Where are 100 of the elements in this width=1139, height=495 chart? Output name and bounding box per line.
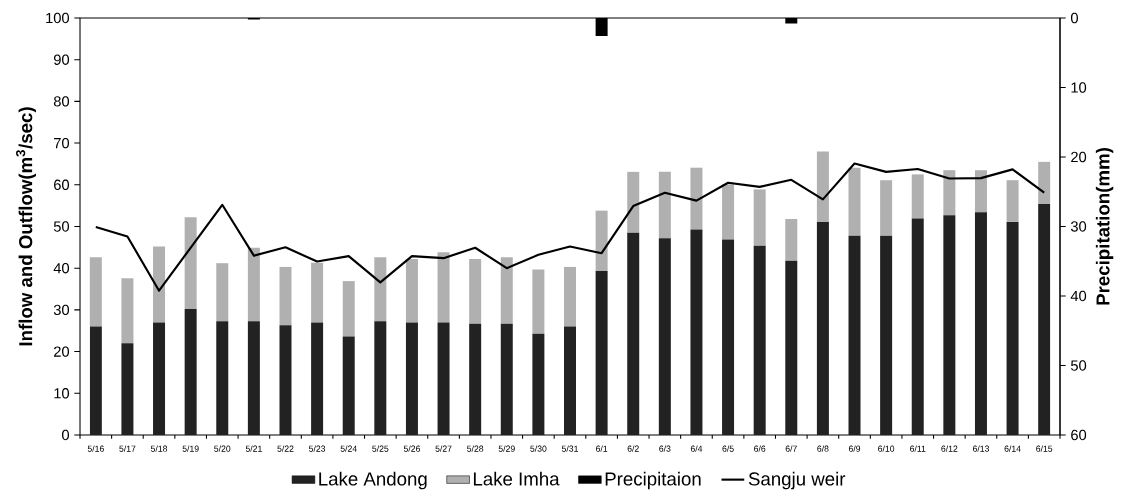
bar [753,245,766,435]
bar [121,278,134,344]
bar [153,322,166,435]
y-tick-label: 40 [53,263,70,274]
bar [880,235,893,435]
legend-label: Lake Imha [473,471,560,486]
x-tick-label: 6/4 [690,445,703,452]
bar [342,281,355,337]
y2-tick-label: 20 [1071,151,1087,163]
bar [880,180,893,236]
bar [469,259,482,324]
x-tick-label: 5/28 [467,445,484,452]
bar [848,235,861,435]
x-tick-label: 6/13 [972,445,990,452]
y-tick-label: 60 [54,179,70,190]
bar [184,309,197,435]
x-tick-label: 6/14 [1004,445,1021,452]
bar [1006,180,1019,222]
x-tick-label: 5/16 [87,445,104,452]
legend-label: Lake Andong [319,471,427,490]
x-tick-label: 6/1 [596,445,608,452]
x-tick-label: 6/2 [627,445,639,452]
bar [564,266,576,327]
y-tick-label: 30 [53,304,70,316]
bar [374,257,387,322]
bar [943,215,956,435]
bar [342,336,355,435]
x-tick-label: 6/15 [1036,445,1053,452]
x-tick-label: 5/29 [498,445,515,452]
x-tick-label: 5/17 [119,445,136,452]
y2-tick-label: 30 [1070,221,1087,232]
bar [848,167,861,236]
bar [627,171,640,233]
x-tick-label: 5/25 [372,445,389,452]
bar [816,221,829,435]
bar [311,262,324,323]
bar [1006,221,1019,435]
bar [500,323,513,435]
bar [437,252,450,323]
x-tick-label: 5/27 [435,445,452,452]
bar [1038,161,1051,204]
bar [279,266,292,326]
bar [89,257,102,327]
x-tick-label: 6/6 [754,445,766,452]
bar [469,323,482,435]
bar [532,269,545,334]
y-tick-label: 80 [53,96,70,107]
x-tick-label: 6/7 [785,445,797,452]
y2-tick-label: 10 [1071,82,1087,93]
x-tick-label: 6/9 [848,445,861,452]
bar [564,326,576,435]
bar [437,322,450,435]
bar [216,321,229,435]
bar [785,260,798,435]
y2-axis-title: Precipitation(mm) [1095,148,1114,305]
bar [1038,203,1051,435]
x-tick-label: 5/18 [150,445,168,452]
bar [690,167,703,230]
x-tick-label: 5/20 [214,445,231,452]
bar [374,321,387,435]
bar [595,271,608,435]
bar [690,229,703,435]
y2-tick-label: 50 [1070,360,1087,371]
x-tick-label: 5/31 [561,445,579,452]
bar [753,189,766,246]
bar [658,171,671,239]
bar [911,174,924,219]
bar [184,217,197,310]
y-tick-label: 100 [46,12,70,24]
bar [405,322,418,435]
y-tick-label: 20 [54,346,70,357]
x-tick-label: 6/3 [659,445,671,452]
x-tick-label: 6/12 [941,445,958,452]
x-tick-label: 5/30 [530,445,547,452]
bar [247,247,260,322]
bar [405,259,418,323]
bar [722,184,735,240]
bar [595,210,608,272]
bar [658,238,671,435]
y-tick-label: 10 [54,388,70,399]
x-tick-label: 5/26 [403,445,420,452]
y-tick-label: 0 [62,429,70,441]
bar [279,325,292,435]
y2-tick-label: 40 [1070,290,1087,302]
y-tick-label: 70 [54,137,70,149]
legend-label: Sangju weir [748,471,846,490]
legend-label: Precipitaion [605,471,701,490]
bar [153,246,166,323]
y-tick-label: 90 [53,54,70,65]
y2-tick-label: 0 [1070,12,1078,24]
bar [247,321,260,435]
x-tick-label: 6/10 [878,445,895,452]
bar [311,322,324,435]
x-tick-label: 6/5 [722,445,734,452]
x-tick-label: 5/21 [245,445,262,452]
bar [216,263,229,322]
x-tick-label: 6/11 [910,445,926,452]
bar [500,257,513,324]
bar [974,170,987,213]
bar [974,212,987,435]
